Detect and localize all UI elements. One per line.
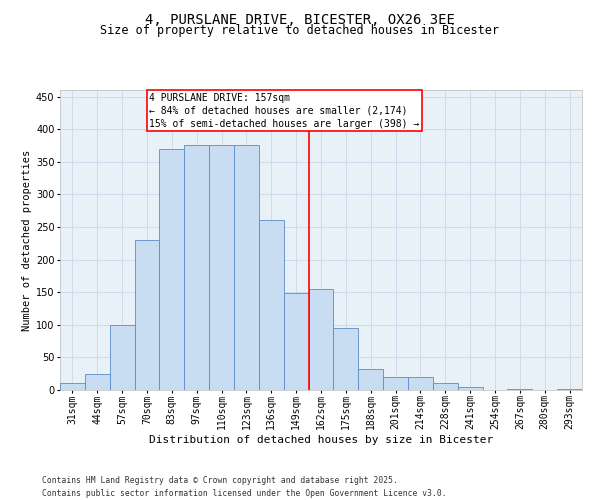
Bar bbox=[383, 377, 408, 390]
Bar bbox=[259, 220, 284, 390]
Bar bbox=[308, 289, 334, 390]
Bar bbox=[458, 386, 482, 390]
Y-axis label: Number of detached properties: Number of detached properties bbox=[22, 150, 32, 330]
Bar bbox=[508, 388, 532, 390]
Bar bbox=[134, 240, 160, 390]
Bar bbox=[557, 388, 582, 390]
Text: 4 PURSLANE DRIVE: 157sqm
← 84% of detached houses are smaller (2,174)
15% of sem: 4 PURSLANE DRIVE: 157sqm ← 84% of detach… bbox=[149, 92, 420, 129]
Bar bbox=[358, 369, 383, 390]
Bar bbox=[234, 146, 259, 390]
Bar bbox=[334, 328, 358, 390]
Bar bbox=[85, 374, 110, 390]
Bar bbox=[160, 148, 184, 390]
Bar bbox=[60, 384, 85, 390]
Text: Size of property relative to detached houses in Bicester: Size of property relative to detached ho… bbox=[101, 24, 499, 37]
Text: Contains HM Land Registry data © Crown copyright and database right 2025.
Contai: Contains HM Land Registry data © Crown c… bbox=[42, 476, 446, 498]
Bar bbox=[284, 294, 308, 390]
Bar bbox=[209, 146, 234, 390]
Bar bbox=[408, 377, 433, 390]
Bar bbox=[184, 146, 209, 390]
X-axis label: Distribution of detached houses by size in Bicester: Distribution of detached houses by size … bbox=[149, 435, 493, 445]
Bar bbox=[433, 384, 458, 390]
Text: 4, PURSLANE DRIVE, BICESTER, OX26 3EE: 4, PURSLANE DRIVE, BICESTER, OX26 3EE bbox=[145, 12, 455, 26]
Bar bbox=[110, 325, 134, 390]
